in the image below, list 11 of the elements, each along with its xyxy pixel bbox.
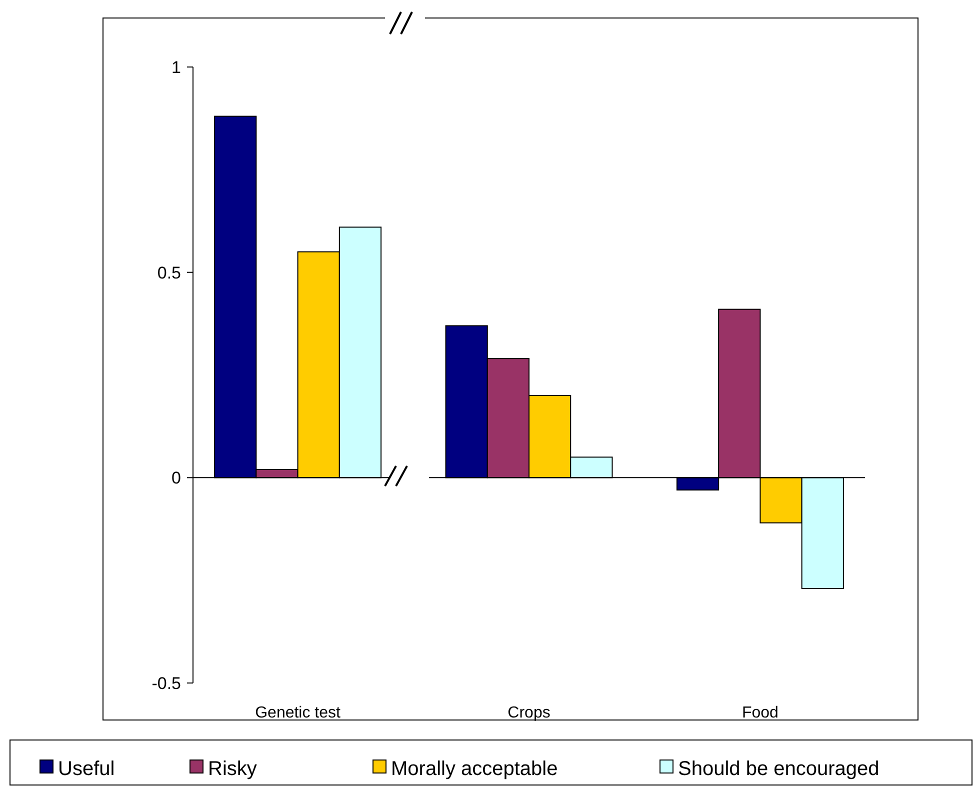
y-tick-label: 0.5 [157,263,181,282]
y-tick-label: 0 [172,468,181,488]
legend-label: Should be encouraged [678,758,880,780]
legend-label: Risky [208,758,257,780]
y-tick-label: -0.5 [152,674,181,693]
x-tick-label: Genetic test [255,704,342,722]
x-tick-label: Crops [508,704,550,722]
y-tick-label: 1 [172,58,181,77]
legend-label: Morally acceptable [391,758,558,780]
legend-label: Useful [58,758,115,780]
x-tick-label: Food [742,704,778,722]
